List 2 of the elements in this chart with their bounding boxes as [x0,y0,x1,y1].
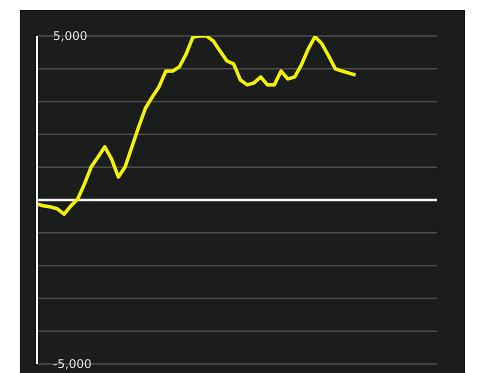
y-tick-label: 5,000 [53,29,88,43]
y-tick-label: -5,000 [53,357,92,371]
